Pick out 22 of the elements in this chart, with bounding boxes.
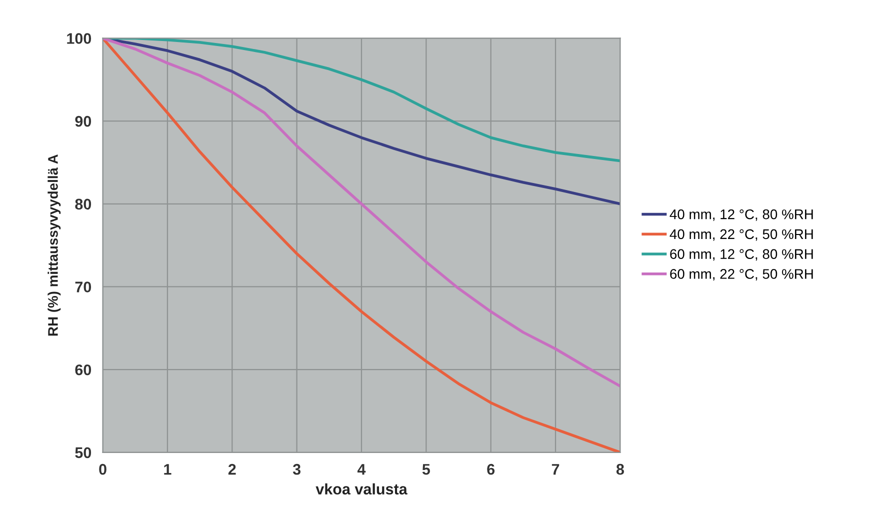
x-tick-label: 2	[228, 464, 236, 475]
x-tick-label: 4	[357, 464, 366, 475]
legend-label: 40 mm, 12 °C, 80 %RH	[670, 209, 813, 221]
x-tick-label: 1	[164, 464, 172, 475]
x-axis-title: vkoa valusta	[316, 483, 408, 495]
y-tick-label: 100	[67, 33, 92, 44]
legend-label: 60 mm, 12 °C, 80 %RH	[670, 249, 813, 261]
y-tick-label: 70	[75, 282, 92, 292]
x-tick-label: 5	[422, 464, 430, 475]
legend-label: 60 mm, 22 °C, 50 %RH	[670, 269, 813, 281]
y-tick-label: 90	[75, 116, 92, 127]
x-tick-label: 3	[292, 464, 301, 475]
x-tick-label: 6	[487, 464, 495, 475]
legend-label: 40 mm, 22 °C, 50 %RH	[670, 229, 813, 241]
x-tick-label: 7	[552, 464, 560, 475]
y-axis-title: RH (%) mittaussyvyydellä A	[48, 154, 61, 336]
line-series	[102, 38, 620, 452]
x-tick-label: 8	[616, 464, 624, 475]
y-tick-label: 60	[75, 364, 92, 376]
y-tick-label: 80	[75, 198, 92, 210]
y-tick-label: 50	[75, 447, 92, 458]
x-tick-label: 0	[99, 464, 106, 475]
